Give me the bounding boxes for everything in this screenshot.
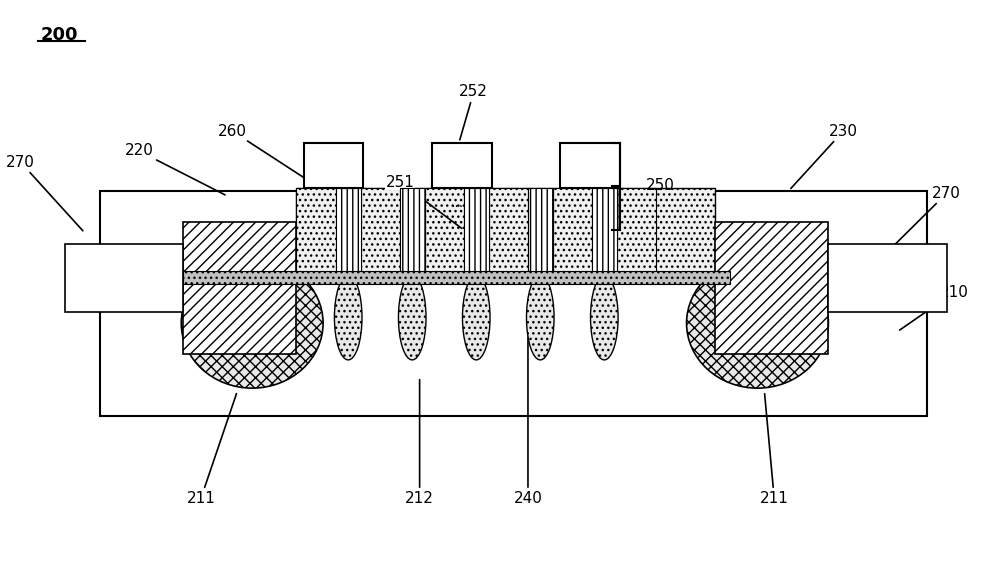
Ellipse shape: [181, 258, 323, 388]
Bar: [296, 188, 336, 278]
Bar: [336, 188, 361, 278]
Bar: [296, 188, 715, 278]
Text: 252: 252: [459, 84, 488, 140]
Bar: [432, 143, 492, 188]
Text: 200: 200: [40, 26, 78, 44]
Text: 212: 212: [405, 380, 434, 506]
Ellipse shape: [591, 275, 618, 360]
Bar: [183, 222, 296, 354]
Bar: [361, 188, 400, 278]
Ellipse shape: [334, 275, 362, 360]
Ellipse shape: [462, 275, 490, 360]
Bar: [65, 244, 183, 312]
Bar: [528, 188, 553, 278]
Text: 240: 240: [514, 337, 542, 506]
Bar: [715, 222, 828, 354]
Text: 210: 210: [900, 285, 969, 330]
Bar: [592, 188, 617, 278]
Bar: [304, 143, 363, 188]
Bar: [464, 188, 489, 278]
Text: 270: 270: [6, 155, 83, 231]
Bar: [828, 244, 947, 312]
Text: 270: 270: [894, 186, 961, 245]
Text: ......: ......: [451, 196, 477, 210]
Bar: [553, 188, 592, 278]
Text: 211: 211: [187, 394, 237, 506]
Text: 220: 220: [124, 143, 225, 195]
Text: 251: 251: [385, 175, 462, 229]
Text: N+: N+: [733, 304, 751, 314]
Bar: [489, 188, 528, 278]
Text: 230: 230: [791, 124, 858, 189]
Bar: [100, 190, 927, 417]
Ellipse shape: [398, 275, 426, 360]
Text: 260: 260: [218, 124, 304, 178]
Ellipse shape: [687, 258, 828, 388]
Text: 250: 250: [646, 178, 675, 194]
Bar: [400, 188, 425, 278]
Ellipse shape: [526, 275, 554, 360]
Bar: [560, 143, 620, 188]
Text: 211: 211: [760, 394, 789, 506]
Bar: [617, 188, 656, 278]
Bar: [425, 188, 464, 278]
Bar: [183, 271, 730, 284]
Text: N+: N+: [229, 304, 246, 314]
